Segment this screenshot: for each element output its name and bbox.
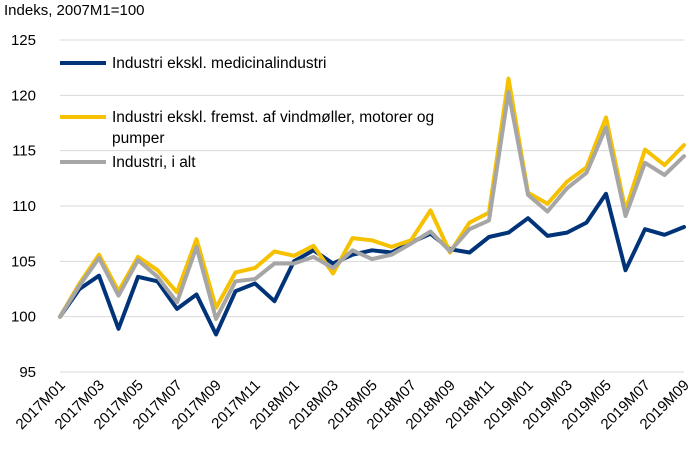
series-line-0 <box>58 191 686 337</box>
series-lines <box>58 76 686 337</box>
legend-label-1-line-1: Industri ekskl. fremst. af vindmøller, m… <box>112 109 434 126</box>
series-line-2 <box>58 90 686 321</box>
x-axis-ticks: 2017M012017M032017M052017M072017M092017M… <box>13 377 693 433</box>
legend-label-1-line-2: pumper <box>112 130 165 147</box>
y-tick-label: 110 <box>12 198 36 215</box>
y-axis-ticks: 95 100 105 110 115 120 125 <box>11 32 36 381</box>
y-tick-label: 115 <box>12 143 36 160</box>
legend-label-0: Industri ekskl. medicinalindustri <box>112 55 327 72</box>
legend: Industri ekskl. medicinalindustri Indust… <box>60 55 438 171</box>
legend-label-1: Industri ekskl. fremst. af vindmøller, m… <box>112 109 438 147</box>
series-line-1 <box>58 76 686 319</box>
legend-label-2: Industri, i alt <box>112 154 196 171</box>
y-tick-label: 95 <box>19 364 36 381</box>
y-tick-label: 100 <box>11 309 36 326</box>
y-axis-label: Indeks, 2007M1=100 <box>4 2 145 19</box>
y-tick-label: 105 <box>11 253 36 270</box>
gridlines <box>60 39 684 373</box>
y-tick-label: 125 <box>11 32 36 49</box>
y-tick-label: 120 <box>11 87 36 104</box>
